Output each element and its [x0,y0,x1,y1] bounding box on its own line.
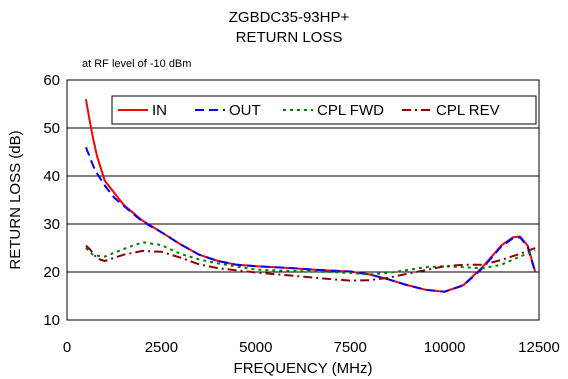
plot-frame [66,79,540,321]
series-lines [84,99,537,293]
y-axis-label: RETURN LOSS (dB) [7,130,24,269]
legend: IN OUT CPL FWD CPL REV [111,95,537,125]
legend-label-2: CPL FWD [317,102,384,119]
legend-box [111,95,537,125]
x-axis-ticks: 0 2500 5000 7500 10000 12500 [63,339,560,356]
chart-annotation: at RF level of -10 dBm [82,58,191,70]
x-axis-label: FREQUENCY (MHz) [234,360,373,377]
y-axis-ticks: 10 20 30 40 50 60 [43,72,60,329]
x-tick-label-1: 2500 [145,339,178,356]
series-line-cpl-rev [85,244,536,282]
x-tick-label-3: 7500 [334,339,367,356]
series-line-out [84,146,537,293]
y-tick-label-2: 30 [43,216,60,233]
x-tick-label-4: 10000 [424,339,466,356]
x-tick-label-2: 5000 [239,339,272,356]
chart-title: ZGBDC35-93HP+ [229,9,350,26]
series-line-cpl-fwd [85,241,536,276]
y-tick-label-5: 60 [43,72,60,89]
x-tick-label-0: 0 [63,339,71,356]
legend-label-0: IN [152,102,167,119]
y-tick-label-0: 10 [43,312,60,329]
chart-subtitle: RETURN LOSS [236,29,343,46]
y-tick-label-1: 20 [43,264,60,281]
x-tick-label-5: 12500 [518,339,560,356]
y-tick-label-4: 50 [43,120,60,137]
y-tick-label-3: 40 [43,168,60,185]
legend-label-3: CPL REV [436,102,500,119]
legend-label-1: OUT [229,102,261,119]
